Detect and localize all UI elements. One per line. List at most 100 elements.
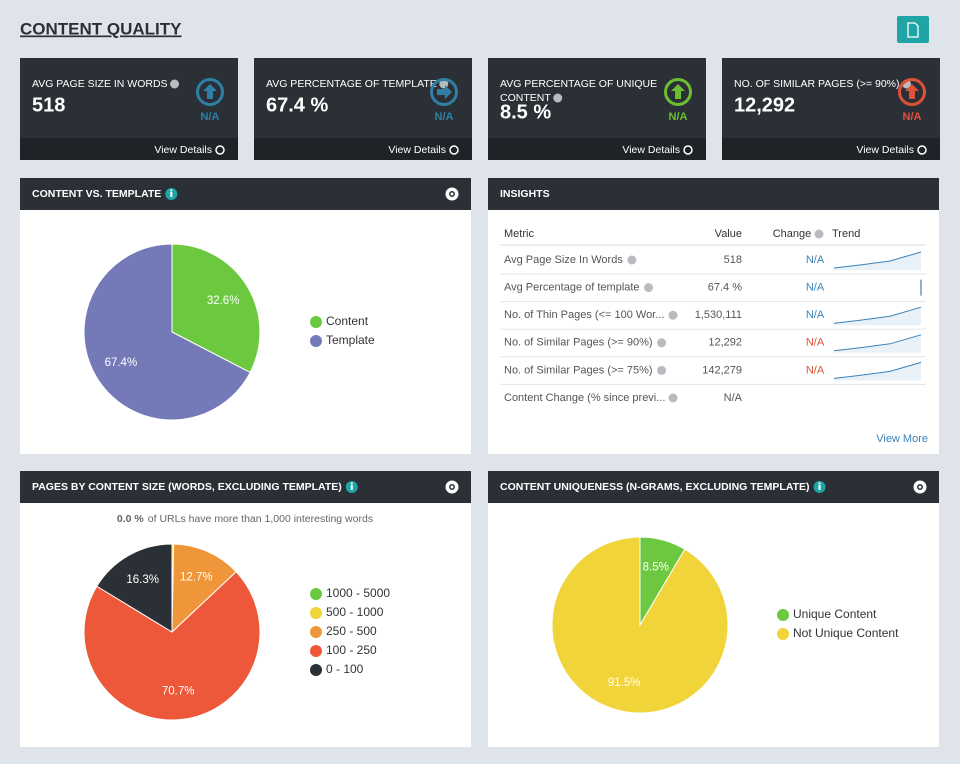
slice-label: 8.5% bbox=[643, 561, 669, 573]
help-icon[interactable] bbox=[668, 393, 678, 403]
subtitle-text: of URLs have more than 1,000 interesting… bbox=[148, 513, 373, 525]
info-dot bbox=[818, 482, 821, 485]
sparkline bbox=[833, 251, 922, 269]
help-icon[interactable] bbox=[170, 79, 180, 89]
slice-label: 91.5% bbox=[608, 677, 641, 689]
legend-label: Content bbox=[326, 314, 369, 328]
kpi-link-icon[interactable] bbox=[449, 145, 459, 155]
metric: Avg Page Size In Words bbox=[504, 254, 623, 266]
legend-swatch bbox=[310, 645, 322, 657]
settings-icon[interactable] bbox=[913, 480, 927, 494]
settings-icon[interactable] bbox=[445, 480, 459, 494]
metric: No. of Similar Pages (>= 75%) bbox=[504, 364, 653, 376]
legend-label: Template bbox=[326, 333, 375, 347]
pie-slice bbox=[96, 543, 173, 633]
info-dot bbox=[170, 189, 173, 192]
help-icon[interactable] bbox=[668, 310, 678, 320]
kpi-label: NO. OF SIMILAR PAGES (>= 90%) bbox=[734, 78, 900, 90]
kpi-change: N/A bbox=[903, 111, 922, 123]
kpi-change: N/A bbox=[669, 111, 688, 123]
info-glyph bbox=[350, 485, 353, 490]
kpi-arrow bbox=[437, 85, 452, 99]
pdf-icon bbox=[907, 22, 919, 38]
kpi-label: AVG PAGE SIZE IN WORDS bbox=[32, 78, 168, 90]
change: N/A bbox=[806, 364, 825, 376]
kpi-arrow bbox=[671, 84, 685, 99]
panel-header bbox=[20, 471, 471, 503]
panel-header bbox=[488, 178, 939, 210]
kpi-label: AVG PERCENTAGE OF TEMPLATE bbox=[266, 78, 437, 90]
panel-title: PAGES BY CONTENT SIZE (WORDS, EXCLUDING … bbox=[32, 481, 342, 493]
kpi-footer bbox=[254, 138, 472, 160]
legend-label: 0 - 100 bbox=[326, 662, 364, 676]
slice-label: 70.7% bbox=[162, 686, 195, 698]
help-icon[interactable] bbox=[553, 93, 563, 103]
settings-glyph bbox=[449, 484, 455, 490]
help-icon[interactable] bbox=[627, 255, 637, 265]
kpi-value: 8.5 % bbox=[500, 101, 551, 123]
kpi-link-icon[interactable] bbox=[683, 145, 693, 155]
metric: No. of Thin Pages (<= 100 Wor... bbox=[504, 309, 664, 321]
kpi-trend-icon bbox=[196, 78, 224, 106]
subtitle: 0.0 % of URLs have more than 1,000 intere… bbox=[117, 513, 373, 525]
metric: Avg Percentage of template bbox=[504, 282, 640, 294]
kpi-footer bbox=[488, 138, 706, 160]
change: N/A bbox=[806, 337, 825, 349]
kpi-link[interactable]: View Details bbox=[622, 144, 680, 156]
page-title: CONTENT QUALITY bbox=[20, 19, 182, 38]
kpi-link[interactable]: View Details bbox=[388, 144, 446, 156]
change: N/A bbox=[806, 309, 825, 321]
panel-header bbox=[488, 471, 939, 503]
legend-label: Unique Content bbox=[793, 607, 877, 621]
sparkline bbox=[833, 306, 922, 324]
kpi-link[interactable]: View Details bbox=[856, 144, 914, 156]
kpi-link-icon[interactable] bbox=[215, 145, 225, 155]
legend-swatch bbox=[310, 335, 322, 347]
value: 518 bbox=[724, 254, 742, 266]
kpi-link[interactable]: View Details bbox=[154, 144, 212, 156]
settings-glyph bbox=[449, 191, 455, 197]
metric: Content Change (% since previ... bbox=[504, 392, 665, 404]
column-header: Change bbox=[773, 228, 812, 240]
value: N/A bbox=[724, 392, 743, 404]
kpi-trend-icon bbox=[430, 78, 458, 106]
panel-title: CONTENT VS. TEMPLATE bbox=[32, 188, 161, 200]
sparkline bbox=[833, 361, 922, 379]
settings-icon[interactable] bbox=[445, 187, 459, 201]
view-more[interactable]: View More bbox=[876, 433, 928, 445]
panel-title: INSIGHTS bbox=[500, 188, 550, 200]
kpi-label: CONTENT bbox=[500, 92, 551, 104]
kpi-label: AVG PERCENTAGE OF UNIQUE bbox=[500, 78, 657, 90]
change: N/A bbox=[806, 254, 825, 266]
kpi-link-icon[interactable] bbox=[917, 145, 927, 155]
kpi-footer bbox=[722, 138, 940, 160]
legend-swatch bbox=[310, 316, 322, 328]
column-header: Value bbox=[715, 228, 742, 240]
pdf-button-bg[interactable] bbox=[897, 16, 929, 43]
legend-swatch bbox=[310, 588, 322, 600]
value: 1,530,111 bbox=[695, 309, 742, 321]
legend-swatch bbox=[310, 607, 322, 619]
value: 12,292 bbox=[708, 337, 742, 349]
kpi-change: N/A bbox=[201, 111, 220, 123]
pdf-button[interactable] bbox=[897, 16, 929, 43]
pie-slice bbox=[171, 243, 261, 374]
kpi-change: N/A bbox=[435, 111, 454, 123]
sparkline bbox=[833, 334, 922, 352]
help-icon[interactable] bbox=[657, 338, 667, 348]
help-icon[interactable] bbox=[644, 283, 654, 293]
metric: No. of Similar Pages (>= 90%) bbox=[504, 337, 653, 349]
help-icon[interactable] bbox=[814, 229, 824, 239]
slice-label: 67.4% bbox=[105, 357, 138, 369]
help-icon[interactable] bbox=[657, 365, 667, 375]
subtitle-value: 0.0 % bbox=[117, 513, 145, 525]
legend-label: Not Unique Content bbox=[793, 626, 899, 640]
kpi-trend-icon bbox=[664, 78, 692, 106]
change: N/A bbox=[806, 282, 825, 294]
info-dot bbox=[350, 482, 353, 485]
kpi-value: 67.4 % bbox=[266, 94, 328, 116]
kpi-arrow bbox=[203, 84, 217, 99]
kpi-footer bbox=[20, 138, 238, 160]
